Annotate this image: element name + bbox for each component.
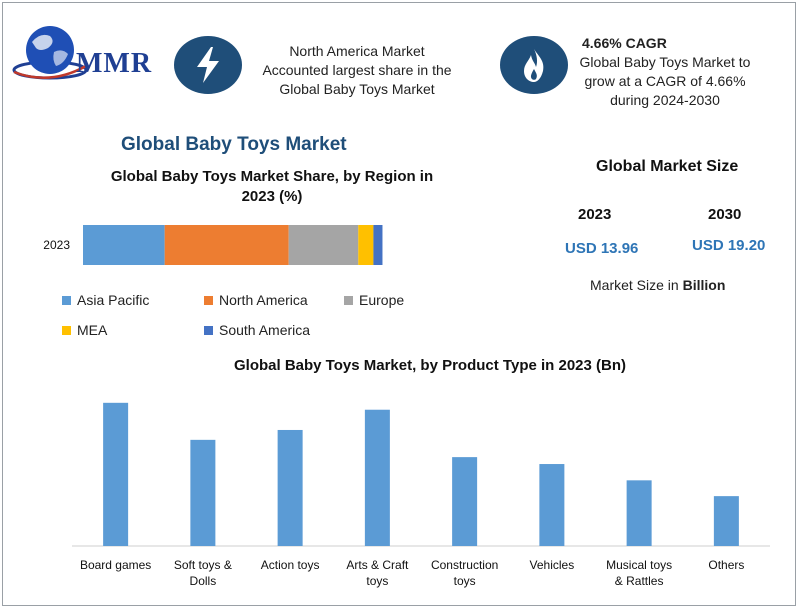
product-bar	[277, 429, 303, 546]
info-line: Global Baby Toys Market	[279, 81, 435, 97]
lightning-bolt-icon	[174, 36, 242, 94]
cagr-title: 4.66% CAGR	[582, 35, 667, 51]
x-tick-label: Action toys	[261, 558, 320, 572]
region-bar-segment	[164, 225, 289, 265]
legend-item: MEA	[62, 322, 107, 338]
region-chart-title-line: Global Baby Toys Market Share, by Region…	[110, 168, 434, 185]
info-line: during 2024-2030	[610, 92, 720, 108]
legend-item: North America	[204, 292, 308, 308]
x-tick-label: Others	[708, 558, 744, 572]
year-2023-label: 2023	[578, 206, 612, 223]
region-chart-title: Global Baby Toys Market Share, by Region…	[80, 167, 464, 207]
flame-icon	[500, 36, 568, 94]
region-bar-segment	[83, 225, 165, 265]
product-bar	[103, 402, 129, 546]
legend-label: Europe	[359, 292, 405, 308]
market-size-note: Market Size in Billion	[590, 277, 725, 293]
product-chart-title: Global Baby Toys Market, by Product Type…	[233, 357, 627, 374]
product-bar	[626, 480, 652, 546]
product-type-chart: Board games Soft toys & Dolls Action toys Ar…	[72, 402, 770, 588]
legend-swatch	[204, 295, 213, 305]
legend-label: MEA	[77, 322, 108, 338]
market-size-note-prefix: Market Size in	[590, 277, 683, 293]
x-tick-label: Construction toys	[431, 558, 498, 588]
info-line: North America Market	[289, 43, 425, 59]
legend-swatch	[62, 295, 71, 305]
legend-swatch	[344, 295, 353, 305]
region-legend: Asia Pacific North America Europe MEA South …	[62, 292, 482, 352]
legend-item: Europe	[344, 292, 404, 308]
market-size-note-unit: Billion	[682, 277, 726, 293]
cagr-info: Global Baby Toys Market to grow at a CAG…	[572, 53, 758, 110]
legend-label: North America	[219, 292, 308, 308]
market-size-title: Global Market Size	[596, 158, 739, 175]
region-y-tick-label: 2023	[43, 238, 70, 252]
x-tick-label: Musical toys & Rattles	[606, 558, 672, 588]
region-bar-segment	[288, 225, 359, 265]
info-line: grow at a CAGR of 4.66%	[584, 73, 746, 89]
legend-item: Asia Pacific	[62, 292, 149, 308]
x-tick-label: Board games	[80, 558, 151, 572]
legend-label: Asia Pacific	[77, 292, 150, 308]
market-size-2030-value: USD 19.20	[692, 237, 766, 254]
year-2030-label: 2030	[708, 206, 742, 223]
product-bar	[539, 464, 565, 546]
legend-item: South America	[204, 322, 310, 338]
info-line: Accounted largest share in the	[262, 62, 452, 78]
region-bar-segment	[373, 225, 383, 265]
x-tick-label: Arts & Craft toys	[346, 558, 409, 588]
legend-swatch	[62, 325, 71, 335]
region-bar-segment	[358, 225, 374, 265]
product-bar	[713, 496, 739, 546]
region-share-chart: 2023	[43, 225, 383, 265]
legend-label: South America	[219, 322, 311, 338]
legend-swatch	[204, 325, 213, 335]
north-america-info: North America Market Accounted largest s…	[246, 42, 468, 99]
market-size-2023-value: USD 13.96	[565, 240, 639, 257]
info-line: Global Baby Toys Market to	[579, 54, 751, 70]
region-chart-title-line: 2023 (%)	[241, 188, 303, 205]
logo: MMR	[10, 22, 160, 82]
x-tick-label: Soft toys & Dolls	[174, 558, 232, 588]
product-bar	[190, 439, 216, 546]
globe-icon	[12, 26, 88, 80]
x-tick-label: Vehicles	[530, 558, 575, 572]
product-bar	[452, 457, 478, 546]
product-bar	[364, 409, 390, 546]
logo-text: MMR	[76, 48, 153, 79]
main-title: Global Baby Toys Market	[121, 134, 347, 155]
